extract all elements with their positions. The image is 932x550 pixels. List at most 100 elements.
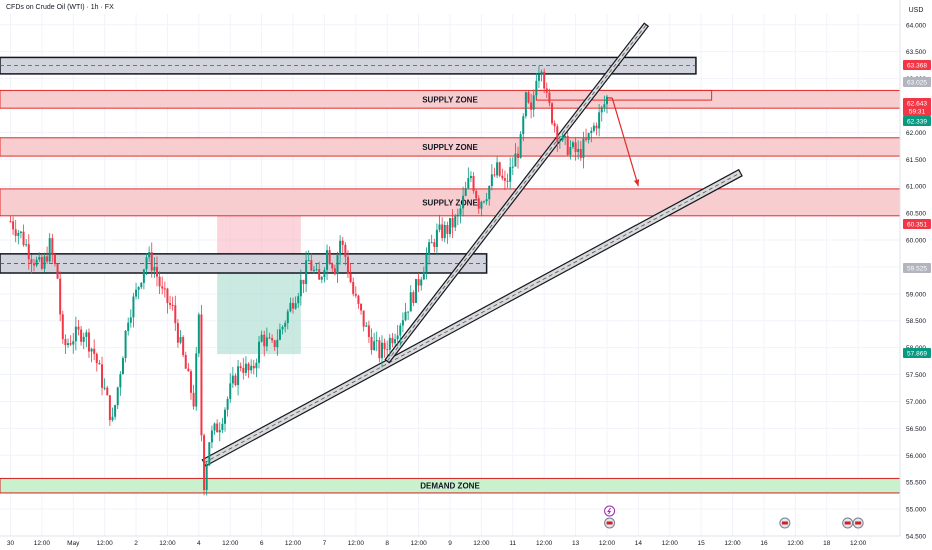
candle: [250, 359, 253, 374]
candle-body: [234, 375, 237, 386]
candle: [433, 238, 436, 253]
candle-body: [74, 326, 77, 342]
y-tick-label: 56.500: [906, 426, 926, 433]
price-badge-bg: [903, 348, 931, 358]
steep-trend-channel-midline: [386, 24, 647, 362]
candle: [171, 296, 174, 311]
candle-body: [530, 102, 533, 110]
candle-body: [35, 259, 38, 266]
candle-body: [407, 311, 410, 313]
candle-body: [373, 341, 376, 351]
candle: [537, 65, 540, 89]
candle-body: [394, 339, 397, 344]
price-badge: [903, 106, 931, 116]
candle: [370, 328, 373, 355]
candle: [278, 323, 281, 341]
candle: [153, 257, 156, 278]
candle: [558, 136, 561, 149]
candle-body: [388, 337, 391, 350]
candle-body: [231, 375, 234, 384]
candle-body: [577, 148, 580, 152]
candle: [140, 282, 143, 290]
candle-body: [213, 423, 216, 431]
price-badge-text: 63.368: [907, 63, 927, 70]
candle: [519, 131, 522, 159]
price-badge: [903, 116, 931, 126]
candle-body: [323, 269, 326, 278]
candle-body: [59, 278, 62, 315]
candle-body: [284, 322, 287, 327]
candle: [61, 310, 64, 344]
candle: [320, 275, 323, 284]
candle-body: [548, 92, 551, 104]
candle-body: [579, 148, 582, 158]
candle: [124, 330, 127, 363]
candle: [506, 173, 509, 188]
candle-body: [43, 256, 46, 269]
candle: [166, 287, 169, 314]
candle-body: [297, 296, 300, 304]
candle: [443, 221, 446, 243]
candle-body: [357, 295, 360, 304]
candle: [490, 164, 493, 191]
candle-body: [176, 323, 179, 343]
price-badge: [903, 348, 931, 358]
candle-body: [511, 166, 514, 168]
candle-body: [278, 329, 281, 340]
candle-body: [537, 74, 540, 81]
candle: [80, 326, 83, 346]
supply-zone-band: [0, 188, 901, 217]
candle-body: [247, 363, 250, 371]
candle-body: [271, 338, 274, 341]
candle: [472, 172, 475, 194]
candle: [263, 330, 266, 357]
candle-body: [9, 221, 12, 223]
candle-body: [286, 311, 289, 323]
candle: [600, 105, 603, 122]
candle-body: [399, 325, 402, 336]
x-tick-label: 13: [572, 540, 580, 547]
candle: [200, 304, 203, 442]
candle: [35, 256, 38, 268]
candle-body: [124, 330, 127, 359]
candle-body: [237, 366, 240, 386]
candle: [210, 425, 213, 449]
candle: [394, 333, 397, 346]
x-tick-label: 12:00: [222, 540, 239, 547]
candle: [367, 320, 370, 343]
candle-body: [226, 398, 229, 410]
candle: [17, 229, 20, 245]
candle: [14, 219, 17, 243]
candle-body: [174, 305, 177, 324]
x-tick-label: 4: [197, 540, 201, 547]
candle: [252, 359, 255, 375]
candle-body: [22, 231, 25, 246]
candle: [357, 294, 360, 309]
candle-body: [61, 314, 64, 340]
candle: [375, 331, 378, 352]
candle-body: [456, 214, 459, 217]
candle: [587, 132, 590, 144]
candle: [378, 336, 381, 363]
candle-body: [19, 231, 22, 233]
candle-body: [349, 273, 352, 283]
candle: [114, 404, 117, 420]
candle-body: [582, 138, 585, 158]
candle: [229, 373, 232, 404]
candle: [467, 167, 470, 190]
candle-body: [153, 266, 156, 271]
candle-body: [169, 303, 172, 305]
candle-body: [595, 125, 598, 129]
candle: [203, 433, 206, 496]
candle-body: [569, 147, 572, 155]
candle: [53, 252, 56, 267]
candle-body: [477, 198, 480, 209]
candle-body: [564, 136, 567, 138]
price-badge-bg: [903, 98, 931, 108]
candle-body: [598, 112, 601, 129]
candle-body: [229, 383, 232, 399]
candle: [67, 338, 70, 348]
price-badge-text: 62.643: [907, 101, 927, 108]
candle: [258, 336, 261, 369]
